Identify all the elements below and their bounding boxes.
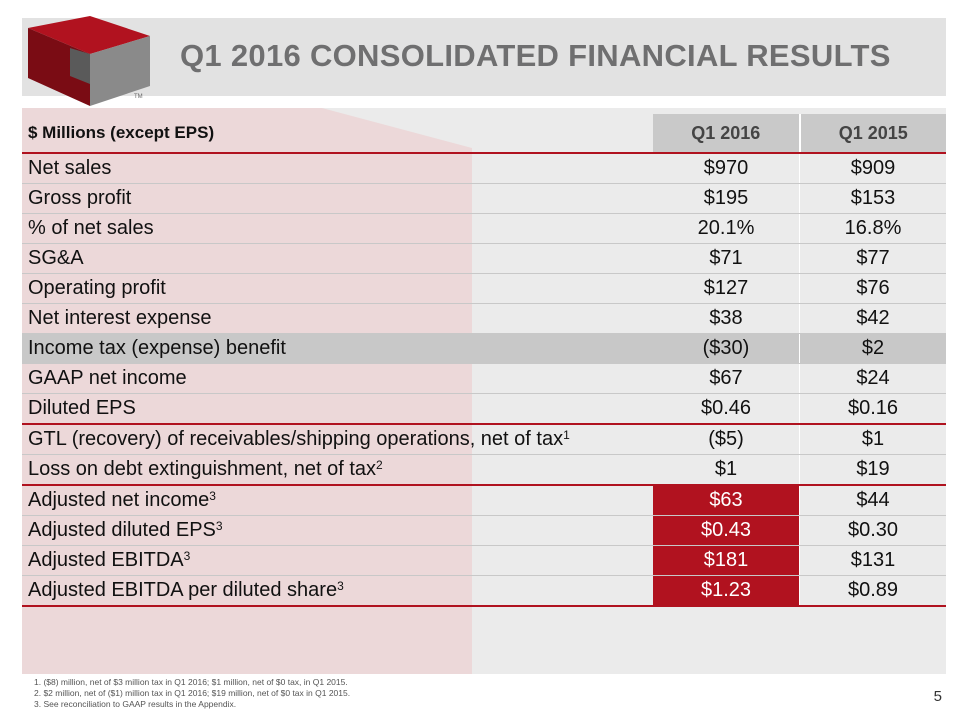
footnote-ref: 3 (215, 519, 223, 533)
table-row: Adjusted net income3 $63 $44 (22, 485, 946, 516)
row-label: Adjusted EBITDA per diluted share3 (22, 575, 653, 607)
cell-q1-2016: $195 (653, 183, 800, 214)
row-label: Net interest expense (22, 303, 653, 334)
row-label: Income tax (expense) benefit (22, 333, 653, 364)
cell-q1-2016: ($5) (653, 424, 800, 455)
cell-q1-2015: $0.89 (799, 575, 946, 607)
table-row: GAAP net income $67 $24 (22, 363, 946, 394)
financial-results-table: $ Millions (except EPS) Q1 2016 Q1 2015 … (22, 114, 946, 607)
cell-q1-2015: $76 (799, 273, 946, 304)
table-row: Diluted EPS $0.46 $0.16 (22, 393, 946, 425)
page-number: 5 (933, 688, 942, 705)
row-label: SG&A (22, 243, 653, 274)
cell-q1-2016: $1 (653, 454, 800, 486)
row-label: GAAP net income (22, 363, 653, 394)
table-row: Operating profit $127 $76 (22, 273, 946, 304)
row-label: Adjusted diluted EPS3 (22, 515, 653, 546)
company-logo-icon: TM (28, 16, 150, 106)
cell-q1-2015: $42 (799, 303, 946, 334)
header-q1-2016: Q1 2016 (653, 114, 800, 154)
cell-q1-2015: $44 (799, 485, 946, 516)
row-label: Net sales (22, 153, 653, 184)
footnote-1: 1. ($8) million, net of $3 million tax i… (34, 677, 348, 687)
footnote-ref: 3 (209, 489, 216, 503)
cell-q1-2016: $67 (653, 363, 800, 394)
cell-q1-2016-highlight: $181 (653, 545, 800, 576)
table-row: GTL (recovery) of receivables/shipping o… (22, 424, 946, 455)
footnote-ref: 3 (183, 549, 191, 563)
cell-q1-2016: $71 (653, 243, 800, 274)
row-label: Adjusted EBITDA3 (22, 545, 653, 576)
cell-q1-2015: $0.30 (799, 515, 946, 546)
cell-q1-2016-highlight: $0.43 (653, 515, 800, 546)
cell-q1-2015: $0.16 (799, 393, 946, 425)
footnote-ref: 1 (563, 428, 570, 442)
cell-q1-2016: $970 (653, 153, 800, 184)
cell-q1-2015: $153 (799, 183, 946, 214)
row-label: GTL (recovery) of receivables/shipping o… (22, 424, 653, 455)
cell-q1-2016: $127 (653, 273, 800, 304)
row-label: Operating profit (22, 273, 653, 304)
table-row: Net sales $970 $909 (22, 153, 946, 184)
cell-q1-2015: 16.8% (799, 213, 946, 244)
table-row: SG&A $71 $77 (22, 243, 946, 274)
footnote-2: 2. $2 million, net of ($1) million tax i… (34, 688, 351, 698)
table-row: Income tax (expense) benefit ($30) $2 (22, 333, 946, 364)
footnote-ref: 2 (376, 458, 383, 472)
header-q1-2015: Q1 2015 (798, 114, 946, 154)
cell-q1-2016-highlight: $1.23 (653, 575, 800, 607)
cell-q1-2016: 20.1% (653, 213, 800, 244)
cell-q1-2015: $19 (799, 454, 946, 486)
row-label: Diluted EPS (22, 393, 653, 425)
row-label: Gross profit (22, 183, 653, 214)
header-band (22, 18, 946, 96)
cell-q1-2015: $77 (799, 243, 946, 274)
row-label: % of net sales (22, 213, 653, 244)
row-label: Loss on debt extinguishment, net of tax2 (22, 454, 653, 486)
footnotes: 1. ($8) million, net of $3 million tax i… (34, 677, 350, 710)
cell-q1-2015: $1 (799, 424, 946, 455)
table-row: Adjusted diluted EPS3 $0.43 $0.30 (22, 515, 946, 546)
table-row: Net interest expense $38 $42 (22, 303, 946, 334)
cell-q1-2016: $38 (653, 303, 800, 334)
cell-q1-2015: $131 (799, 545, 946, 576)
cell-q1-2016-highlight: $63 (653, 485, 800, 516)
table-row: Loss on debt extinguishment, net of tax2… (22, 454, 946, 486)
logo-tm: TM (134, 94, 143, 100)
cell-q1-2016: ($30) (653, 333, 800, 364)
table-row: Adjusted EBITDA per diluted share3 $1.23 $… (22, 575, 946, 607)
header-units-label: $ Millions (except EPS) (22, 114, 653, 154)
cell-q1-2015: $2 (799, 333, 946, 364)
cell-q1-2016: $0.46 (653, 393, 800, 425)
table-row: Adjusted EBITDA3 $181 $131 (22, 545, 946, 576)
table-row: % of net sales 20.1% 16.8% (22, 213, 946, 244)
cell-q1-2015: $24 (799, 363, 946, 394)
table-row: Gross profit $195 $153 (22, 183, 946, 214)
table-header-row: $ Millions (except EPS) Q1 2016 Q1 2015 (22, 114, 946, 154)
footnote-3: 3. See reconciliation to GAAP results in… (34, 699, 237, 709)
page-title: Q1 2016 CONSOLIDATED FINANCIAL RESULTS (180, 38, 891, 73)
footnote-ref: 3 (337, 579, 344, 593)
row-label: Adjusted net income3 (22, 485, 653, 516)
cell-q1-2015: $909 (799, 153, 946, 184)
